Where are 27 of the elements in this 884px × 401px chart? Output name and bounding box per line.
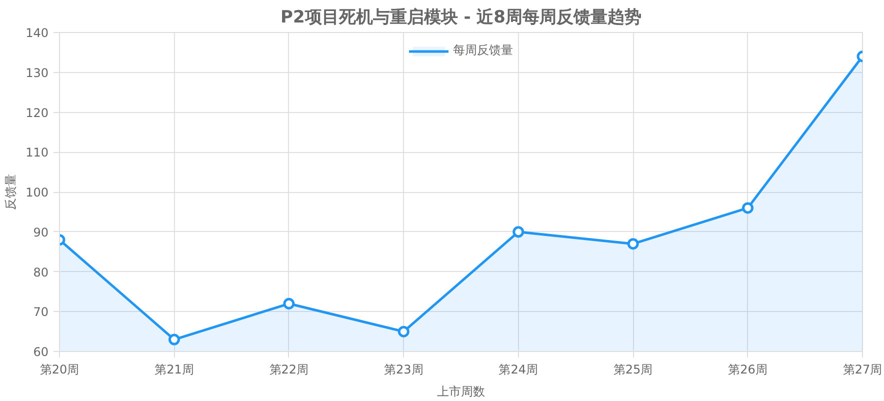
y-tick-label: 100 bbox=[26, 186, 48, 200]
x-tick-label: 第24周 bbox=[498, 362, 538, 376]
point bbox=[168, 334, 180, 346]
x-tick-label: 第20周 bbox=[40, 362, 80, 376]
point bbox=[627, 238, 639, 250]
y-tick-label: 110 bbox=[26, 146, 48, 160]
y-tick-label: 130 bbox=[26, 66, 48, 80]
x-tick-label: 第21周 bbox=[154, 362, 194, 376]
y-tick-label: 120 bbox=[26, 106, 48, 120]
point bbox=[512, 226, 524, 238]
point bbox=[283, 298, 295, 310]
chart-title: P2项目死机与重启模块 - 近8周每周反馈量趋势 bbox=[280, 8, 642, 28]
x-tick-label: 第27周 bbox=[842, 362, 882, 376]
point bbox=[742, 202, 754, 214]
y-axis-title: 反馈量 bbox=[4, 174, 18, 210]
x-tick-label: 第22周 bbox=[269, 362, 309, 376]
legend-label: 每周反馈量 bbox=[453, 42, 513, 59]
point bbox=[398, 326, 410, 338]
y-tick-label: 80 bbox=[33, 265, 49, 280]
x-tick-label: 第23周 bbox=[384, 362, 424, 376]
y-tick-label: 70 bbox=[33, 305, 49, 320]
y-tick-label: 90 bbox=[33, 225, 49, 240]
y-tick-label: 60 bbox=[33, 345, 49, 359]
y-tick-label: 140 bbox=[26, 26, 48, 40]
x-tick-label: 第26周 bbox=[728, 362, 768, 376]
x-tick-label: 第25周 bbox=[613, 362, 653, 376]
x-axis-title: 上市周数 bbox=[437, 384, 485, 398]
